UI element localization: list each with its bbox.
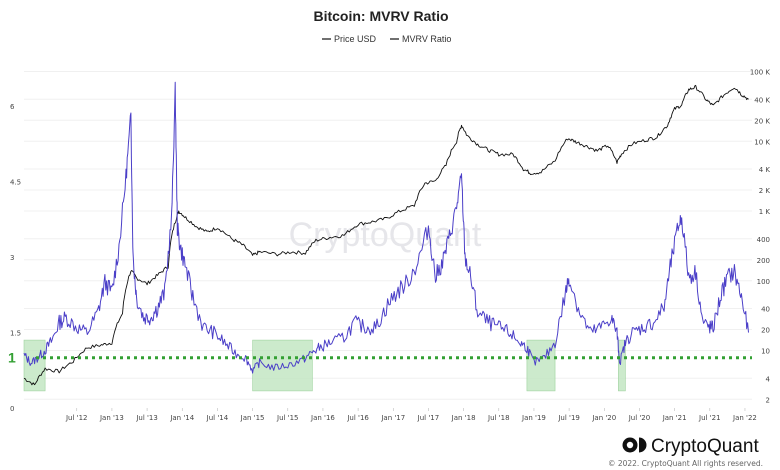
y-right-tick-8: 200 bbox=[757, 257, 770, 265]
cryptoquant-logo-icon bbox=[622, 437, 647, 453]
mvrv-ratio-line bbox=[23, 81, 749, 374]
x-tick-label-2: Jul '13 bbox=[135, 414, 158, 422]
undervalued-zone-2 bbox=[526, 339, 556, 392]
x-tick-label-3: Jan '14 bbox=[169, 414, 194, 422]
x-tick-label-17: Jan '21 bbox=[662, 414, 687, 422]
x-axis-ticks: Jul '12 Jan '13 Jul '13 Jan '14 Jul '14 Jan '… bbox=[65, 408, 757, 422]
y-right-tick-2: 20 K bbox=[754, 117, 770, 125]
x-tick-label-18: Jul '21 bbox=[698, 414, 721, 422]
x-tick-label-19: Jan '22 bbox=[732, 414, 757, 422]
y-right-tick-10: 40 bbox=[761, 306, 770, 314]
x-tick-label-14: Jul '19 bbox=[557, 414, 580, 422]
undervalued-zone-1 bbox=[252, 339, 313, 392]
price-usd-line bbox=[23, 84, 749, 386]
watermark: CryptoQuant bbox=[289, 216, 482, 254]
x-tick-label-16: Jul '20 bbox=[628, 414, 651, 422]
x-tick-label-15: Jan '20 bbox=[591, 414, 616, 422]
y-left-tick-2: 3 bbox=[10, 254, 14, 262]
x-tick-label-11: Jan '18 bbox=[451, 414, 476, 422]
y-axis-left-ticks: 6 4.5 3 1.5 0 bbox=[10, 103, 21, 413]
y-left-tick-3: 1.5 bbox=[10, 330, 21, 338]
x-tick-label-0: Jul '12 bbox=[65, 414, 88, 422]
y-right-tick-12: 10 bbox=[761, 348, 770, 356]
legend: Price USD MVRV Ratio bbox=[322, 34, 451, 44]
chart-title: Bitcoin: MVRV Ratio bbox=[313, 8, 448, 24]
y-left-tick-0: 6 bbox=[10, 103, 15, 111]
x-tick-label-8: Jul '16 bbox=[346, 414, 369, 422]
y-left-tick-1: 4.5 bbox=[10, 179, 21, 187]
y-right-tick-14: 2 bbox=[766, 396, 770, 404]
y-right-tick-0: 100 K bbox=[750, 69, 771, 77]
mvrv-one-label: 1 bbox=[8, 350, 16, 366]
x-tick-label-10: Jul '17 bbox=[417, 414, 440, 422]
y-left-tick-4: 0 bbox=[10, 405, 14, 413]
gridlines bbox=[24, 71, 752, 400]
undervalued-zones bbox=[23, 339, 626, 392]
price-series bbox=[23, 84, 749, 386]
legend-mvrv-label[interactable]: MVRV Ratio bbox=[402, 34, 451, 44]
brand-logo: CryptoQuant bbox=[622, 436, 759, 457]
brand-name: CryptoQuant bbox=[651, 436, 759, 457]
mvrv-series bbox=[23, 81, 749, 374]
y-right-tick-6: 1 K bbox=[759, 208, 771, 216]
y-axis-right-ticks: 100 K 40 K 20 K 10 K 4 K 2 K 1 K 400 200 100 40 20 1… bbox=[750, 69, 771, 405]
x-tick-label-4: Jul '14 bbox=[206, 414, 229, 422]
x-tick-label-12: Jul '18 bbox=[487, 414, 510, 422]
y-right-tick-11: 20 bbox=[761, 327, 770, 335]
reference-line: 1 bbox=[8, 350, 752, 366]
x-tick-label-5: Jan '15 bbox=[240, 414, 265, 422]
y-right-tick-13: 4 bbox=[766, 375, 771, 383]
copyright-text: © 2022. CryptoQuant All rights reserved. bbox=[608, 459, 763, 468]
x-tick-label-7: Jan '16 bbox=[310, 414, 335, 422]
x-tick-label-9: Jan '17 bbox=[380, 414, 405, 422]
y-right-tick-5: 2 K bbox=[759, 187, 771, 195]
y-right-tick-1: 40 K bbox=[754, 96, 770, 104]
undervalued-zone-3 bbox=[618, 339, 626, 392]
x-tick-label-6: Jul '15 bbox=[276, 414, 299, 422]
y-right-tick-9: 100 bbox=[757, 278, 770, 286]
legend-price-label[interactable]: Price USD bbox=[334, 34, 377, 44]
y-right-tick-4: 4 K bbox=[759, 166, 771, 174]
y-right-tick-7: 400 bbox=[757, 236, 770, 244]
x-tick-label-13: Jan '19 bbox=[521, 414, 546, 422]
y-right-tick-3: 10 K bbox=[754, 138, 770, 146]
undervalued-zone-0 bbox=[23, 339, 46, 392]
x-tick-label-1: Jan '13 bbox=[99, 414, 124, 422]
